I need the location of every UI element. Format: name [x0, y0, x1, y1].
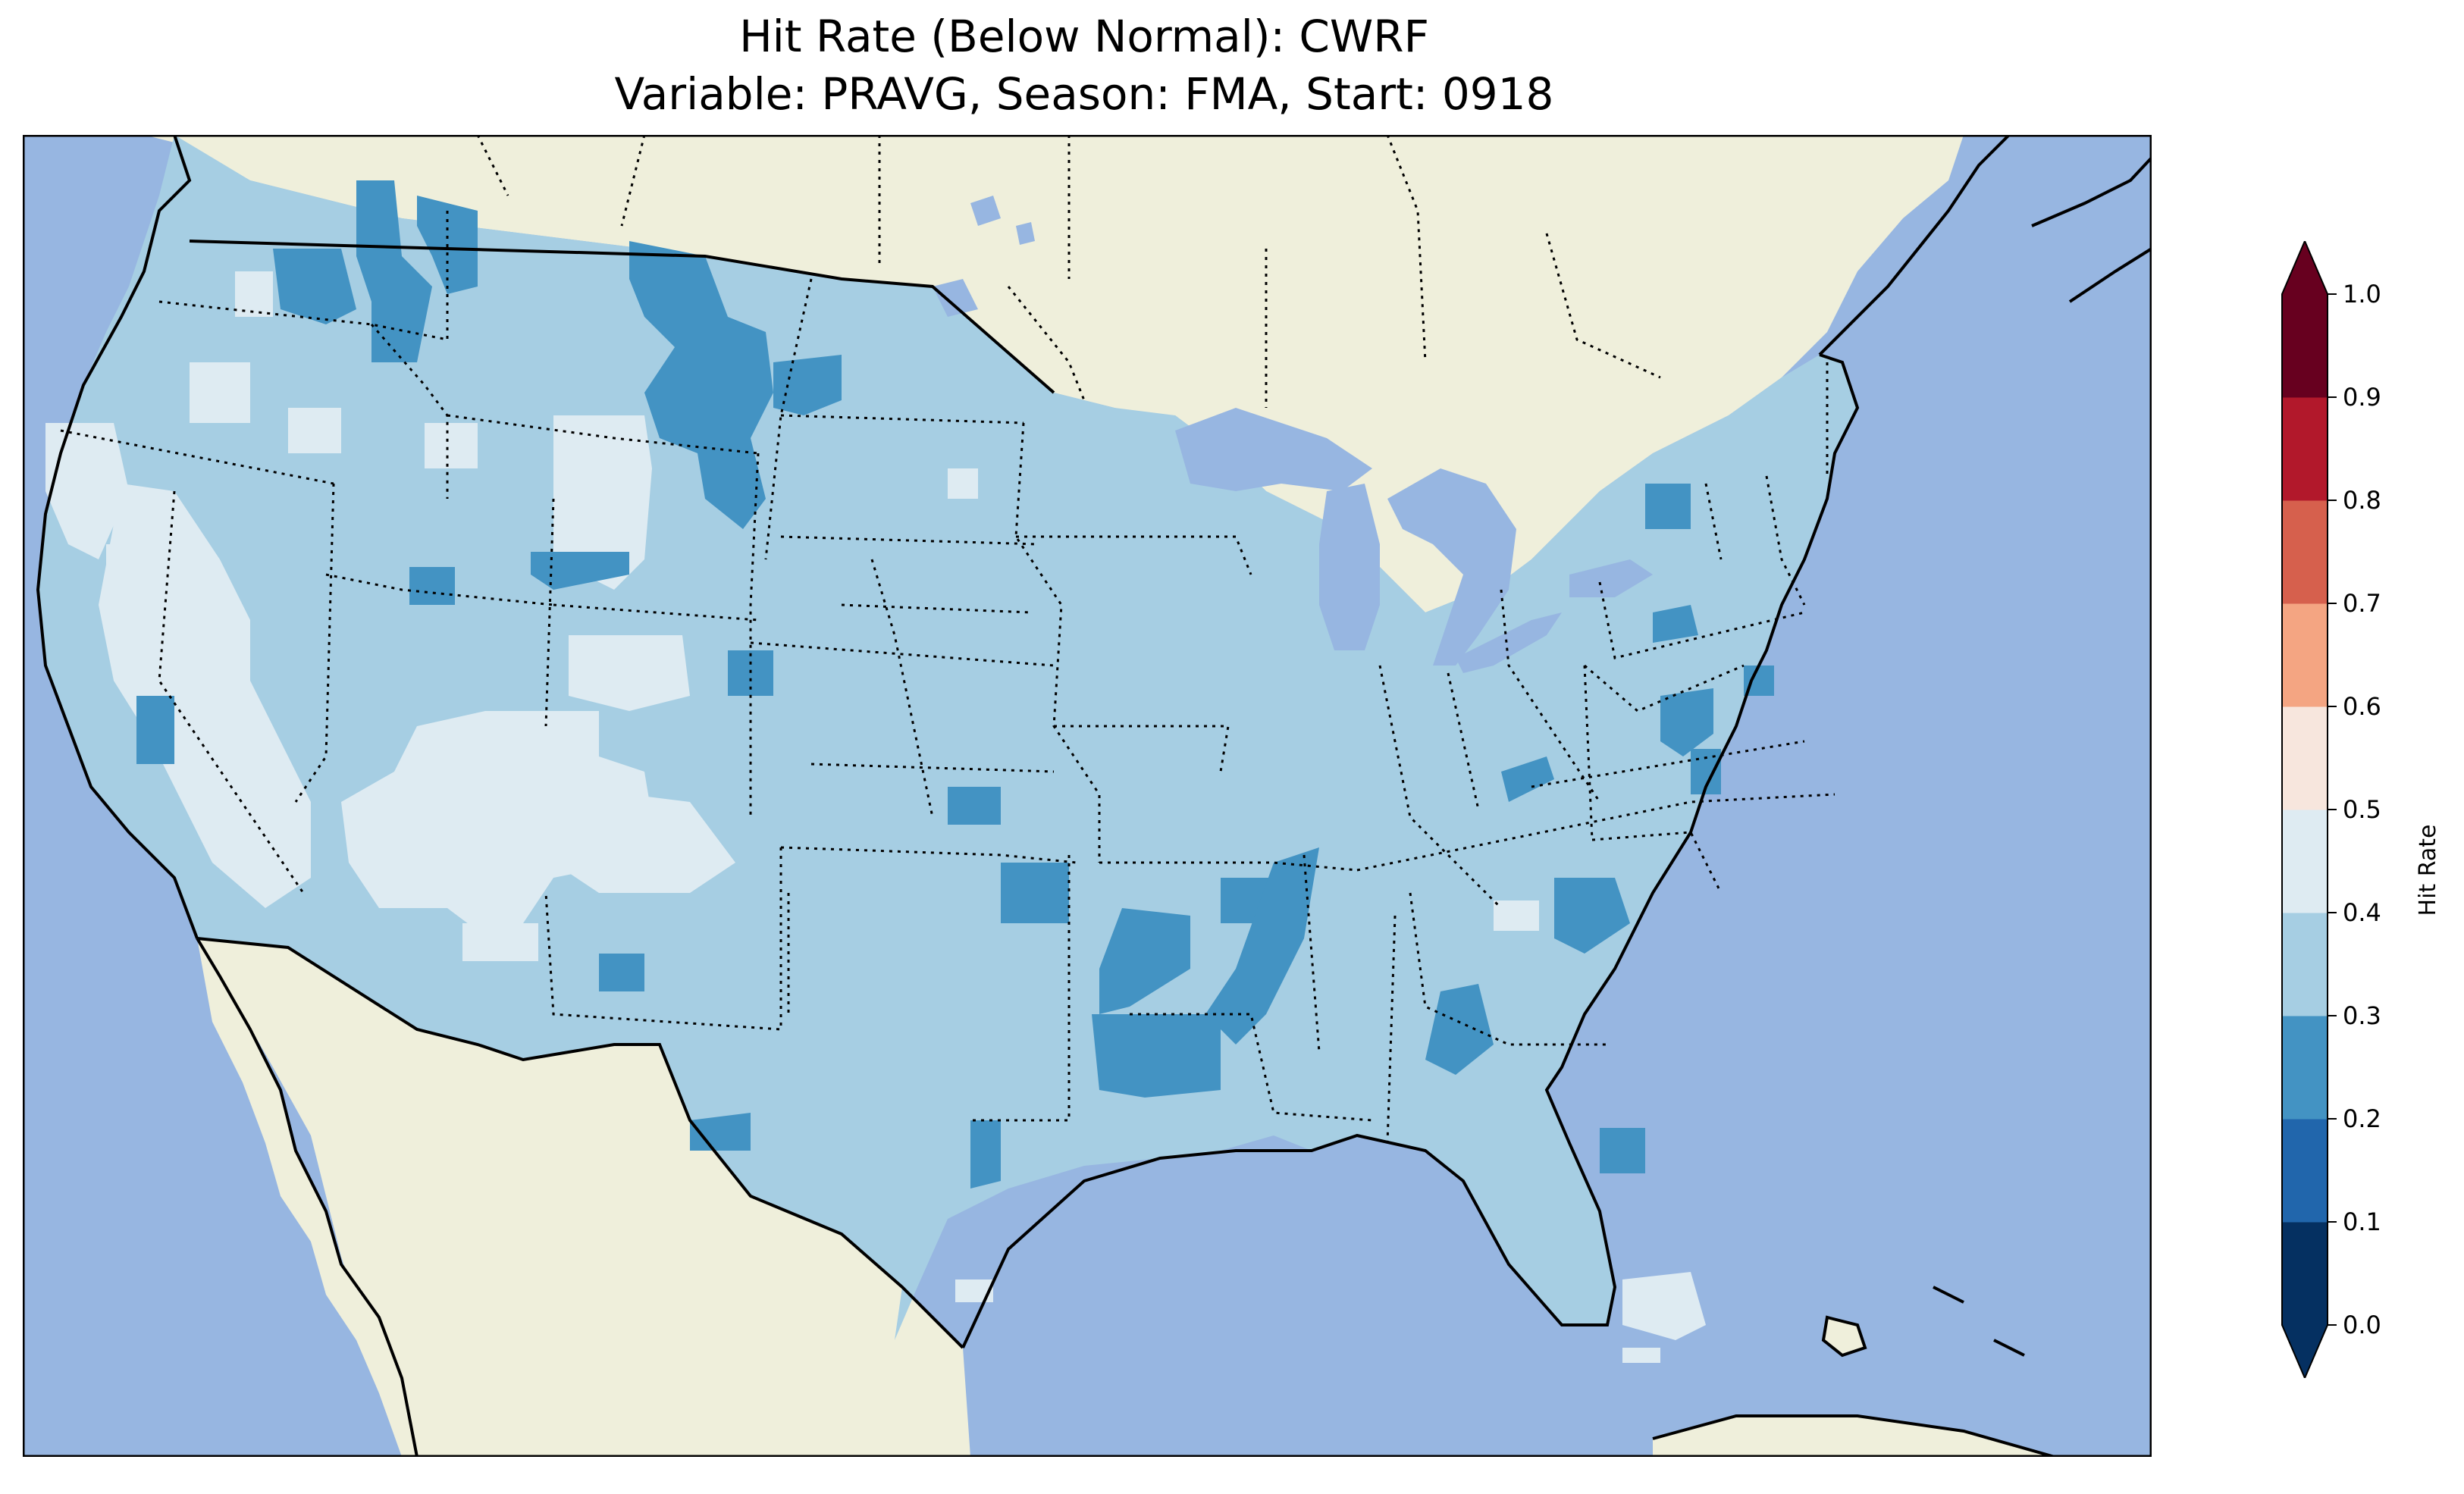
state-borders: [60, 135, 1835, 1144]
colorbar-bin: [2282, 1222, 2328, 1326]
field-high-patches: [45, 271, 1706, 1363]
baja-land: [197, 938, 417, 1457]
colorbar-bin: [2282, 810, 2328, 913]
map-border: [23, 135, 2152, 1457]
lakes: [933, 196, 1653, 673]
colorbar-ticks: 0.0 0.1 0.2 0.3 0.4 0.5 0.6 0.7 0.8 0.9 1.0: [2328, 280, 2381, 1339]
colorbar: 0.0 0.1 0.2 0.3 0.4 0.5 0.6 0.7 0.8 0.9 1.0 Hit Ra…: [2281, 241, 2441, 1378]
colorbar-tick-label: 0.7: [2343, 589, 2381, 618]
colorbar-tick-label: 0.3: [2343, 1001, 2381, 1030]
colorbar-extend-min: [2282, 1325, 2328, 1378]
colorbar-bins: [2281, 241, 2328, 1378]
colorbar-tick-label: 0.6: [2343, 692, 2381, 721]
colorbar-tick-label: 0.0: [2343, 1311, 2381, 1339]
mexico-land: [197, 938, 970, 1457]
chart-subtitle: Variable: PRAVG, Season: FMA, Start: 091…: [614, 68, 1554, 120]
cuba-land: [1653, 1416, 2055, 1457]
colorbar-tick-label: 0.9: [2343, 383, 2381, 412]
island-land: [1823, 1317, 1865, 1355]
colorbar-extend-max: [2282, 241, 2328, 294]
colorbar-bin: [2282, 706, 2328, 810]
colorbar-tick-label: 0.8: [2343, 486, 2381, 515]
colorbar-bin: [2282, 1119, 2328, 1223]
colorbar-bin: [2282, 603, 2328, 707]
colorbar-tick-label: 0.2: [2343, 1104, 2381, 1133]
colorbar-label: Hit Rate: [2415, 825, 2441, 916]
field-low-patches: [136, 180, 1774, 1189]
conus-field: [38, 135, 1857, 1340]
colorbar-bin: [2282, 294, 2328, 398]
colorbar-bin: [2282, 500, 2328, 604]
canada-land: [144, 135, 1964, 612]
colorbar-tick-label: 0.1: [2343, 1207, 2381, 1236]
map: [23, 135, 2152, 1457]
colorbar-bin: [2282, 397, 2328, 501]
colorbar-tick-label: 0.4: [2343, 898, 2381, 927]
chart-title: Hit Rate (Below Normal): CWRF: [739, 11, 1429, 62]
colorbar-tick-label: 1.0: [2343, 280, 2381, 309]
colorbar-tick-label: 0.5: [2343, 795, 2381, 824]
coastlines: [36, 135, 2152, 1457]
colorbar-bin: [2282, 913, 2328, 1016]
colorbar-bin: [2282, 1016, 2328, 1120]
